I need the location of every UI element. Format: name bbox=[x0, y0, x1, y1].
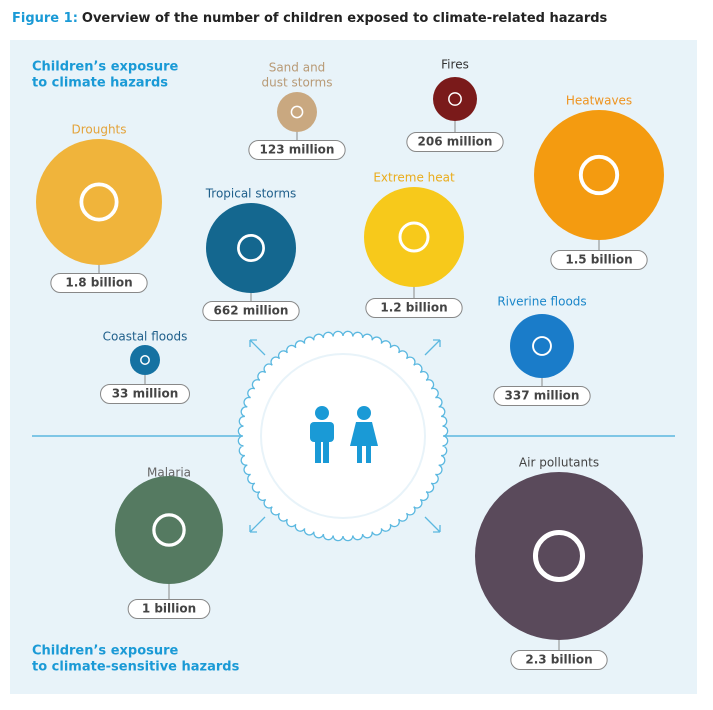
value-box bbox=[127, 599, 211, 619]
hazard-label: Sand and bbox=[269, 61, 326, 75]
section-heading: Children’s exposure bbox=[32, 644, 179, 659]
value-box bbox=[50, 273, 148, 293]
hazard-label: Air pollutants bbox=[519, 456, 599, 470]
hazard-icon bbox=[290, 105, 304, 119]
value-label: 33 million bbox=[112, 387, 179, 401]
hazard-label: Riverine floods bbox=[497, 295, 586, 309]
hazard-label: Extreme heat bbox=[373, 171, 455, 185]
value-box bbox=[100, 384, 190, 404]
hazard-icon bbox=[532, 336, 552, 356]
children-icon bbox=[310, 406, 378, 463]
figure-caption: Overview of the number of children expos… bbox=[82, 11, 608, 26]
value-box bbox=[248, 140, 346, 160]
hazard-icon bbox=[578, 154, 620, 196]
arrows bbox=[249, 339, 441, 533]
hazard-circle bbox=[364, 187, 464, 287]
hazard-circle bbox=[115, 476, 223, 584]
hazard-icon bbox=[140, 355, 150, 365]
hazard-icon bbox=[448, 92, 462, 106]
value-label: 1.8 billion bbox=[65, 276, 132, 290]
hazard-circle bbox=[130, 345, 160, 375]
hazard-circle bbox=[433, 77, 477, 121]
value-label: 662 million bbox=[214, 304, 289, 318]
hazard-label: Coastal floods bbox=[103, 330, 188, 344]
section-heading: to climate-sensitive hazards bbox=[32, 660, 240, 675]
value-label: 206 million bbox=[418, 135, 493, 149]
hazard-circle bbox=[36, 139, 162, 265]
hazard-label: Fires bbox=[441, 58, 469, 72]
hazard-icon bbox=[398, 221, 430, 253]
value-box bbox=[365, 298, 463, 318]
hazard-label: Heatwaves bbox=[566, 94, 632, 108]
value-box bbox=[493, 386, 591, 406]
center-circle bbox=[260, 353, 426, 519]
figure-title: Figure 1: Overview of the number of child… bbox=[12, 11, 608, 26]
value-box bbox=[406, 132, 504, 152]
hazard-icon bbox=[532, 529, 586, 583]
section-heading: to climate hazards bbox=[32, 76, 168, 91]
hazard-icon bbox=[79, 182, 119, 222]
hazard-circle bbox=[510, 314, 574, 378]
hazard-circle bbox=[277, 92, 317, 132]
value-label: 337 million bbox=[505, 389, 580, 403]
hazard-label: dust storms bbox=[262, 76, 333, 90]
figure-number: Figure 1: bbox=[12, 11, 78, 26]
section-heading: Children’s exposure bbox=[32, 60, 179, 75]
hazard-circle bbox=[206, 203, 296, 293]
value-box bbox=[550, 250, 648, 270]
value-box bbox=[202, 301, 300, 321]
hazard-label: Tropical storms bbox=[205, 187, 297, 201]
value-label: 2.3 billion bbox=[525, 653, 592, 667]
hazard-label: Droughts bbox=[71, 123, 126, 137]
value-label: 123 million bbox=[260, 143, 335, 157]
hazard-icon bbox=[152, 513, 186, 547]
value-label: 1.2 billion bbox=[380, 301, 447, 315]
value-box bbox=[510, 650, 608, 670]
hazard-icon bbox=[237, 234, 265, 262]
value-label: 1.5 billion bbox=[565, 253, 632, 267]
hazard-label: Malaria bbox=[147, 466, 191, 480]
value-label: 1 billion bbox=[142, 602, 196, 616]
hazard-circle bbox=[475, 472, 643, 640]
hazard-circle bbox=[534, 110, 664, 240]
